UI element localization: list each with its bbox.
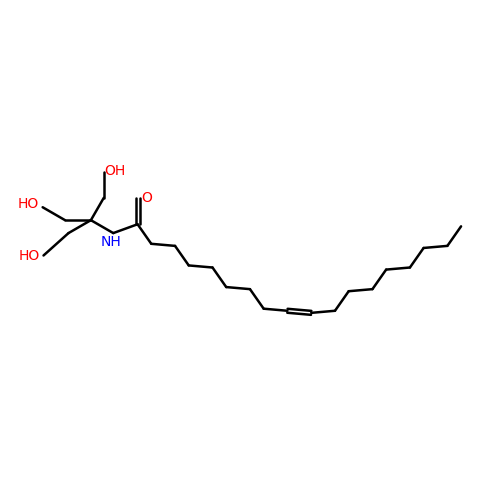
Text: OH: OH bbox=[104, 164, 126, 178]
Text: HO: HO bbox=[19, 250, 40, 264]
Text: O: O bbox=[141, 192, 152, 205]
Text: NH: NH bbox=[101, 235, 121, 249]
Text: HO: HO bbox=[18, 198, 40, 211]
